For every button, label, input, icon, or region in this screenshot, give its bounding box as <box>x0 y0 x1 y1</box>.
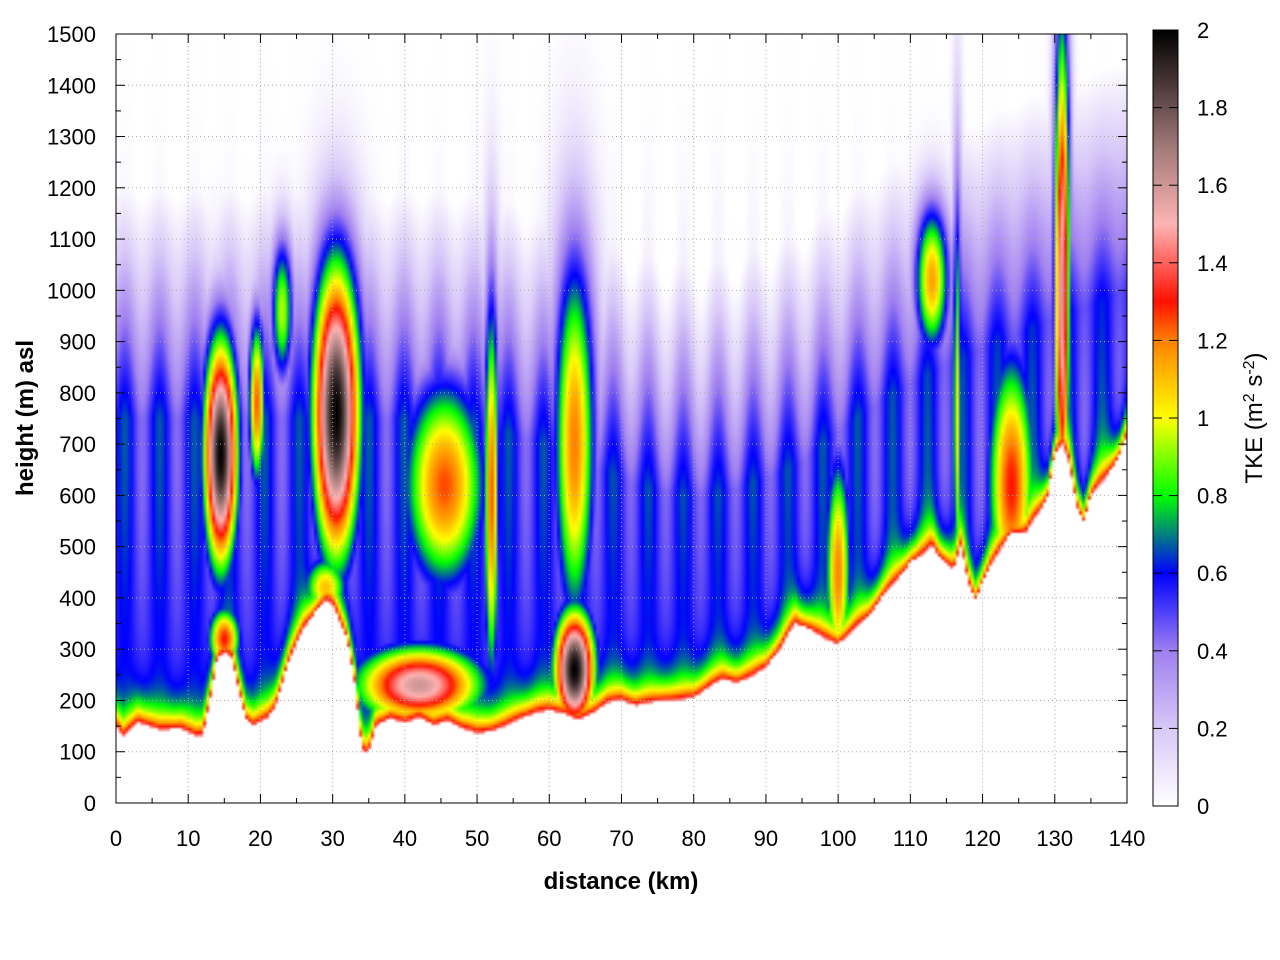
y-tick-label: 1000 <box>47 278 96 303</box>
y-tick-label: 700 <box>59 432 96 457</box>
colorbar-tick-label: 0 <box>1197 794 1209 819</box>
colorbar-tick-label: 0.6 <box>1197 561 1228 586</box>
colorbar-tick-label: 0.4 <box>1197 639 1228 664</box>
colorbar-tick-label: 2 <box>1197 18 1209 43</box>
y-tick-label: 0 <box>84 791 96 816</box>
x-tick-label: 60 <box>537 826 561 851</box>
y-tick-label: 900 <box>59 330 96 355</box>
colorbar-title-sup1: 2 <box>1241 393 1258 402</box>
y-axis-title: height (m) asl <box>12 340 39 496</box>
y-tick-label: 200 <box>59 688 96 713</box>
colorbar-tick-label: 1.4 <box>1197 251 1228 276</box>
y-tick-label: 1100 <box>49 227 96 252</box>
x-axis: 0 10 20 30 40 50 60 70 80 90 100 110 120 130 140 <box>110 34 1145 851</box>
y-tick-label: 600 <box>59 483 96 508</box>
y-tick-label: 1200 <box>47 176 96 201</box>
x-tick-label: 40 <box>393 826 417 851</box>
y-tick-label: 500 <box>59 535 96 560</box>
x-tick-label: 140 <box>1109 826 1146 851</box>
y-tick-label: 400 <box>59 586 96 611</box>
colorbar-ticks: 0 0.2 0.4 0.6 0.8 1 1.2 1.4 1.6 1.8 2 <box>1153 18 1228 819</box>
x-tick-label: 0 <box>110 826 122 851</box>
y-tick-label: 100 <box>59 740 96 765</box>
x-axis-title: distance (km) <box>544 868 699 895</box>
x-tick-label: 120 <box>964 826 1001 851</box>
colorbar-title-main: TKE (m <box>1241 402 1268 483</box>
y-tick-label: 1500 <box>47 22 96 47</box>
colorbar-title-mid: s <box>1241 375 1268 394</box>
colorbar: 00.20.40.60.811.21.41.61.82 TKE (m2 s-2) <box>1152 18 1269 819</box>
x-tick-label: 10 <box>176 826 200 851</box>
y-tick-label: 1400 <box>47 73 96 98</box>
colorbar-tick-label: 0.2 <box>1197 716 1228 741</box>
x-tick-label: 110 <box>893 826 928 851</box>
colorbar-tick-label: 0.8 <box>1197 484 1228 509</box>
colorbar-tick-label: 1.6 <box>1197 173 1228 198</box>
x-tick-label: 70 <box>609 826 633 851</box>
y-axis: 0 100 200 300 400 500 600 700 800 900 1000 1100 1200… <box>47 22 1127 816</box>
colorbar-tick-label: 1.2 <box>1197 328 1228 353</box>
x-tick-label: 80 <box>681 826 705 851</box>
colorbar-tick-label: 1.8 <box>1197 96 1228 121</box>
colorbar-tick-label: 1 <box>1197 406 1209 431</box>
y-tick-label: 1300 <box>47 125 96 150</box>
x-tick-label: 50 <box>465 826 489 851</box>
y-tick-label: 300 <box>59 637 96 662</box>
colorbar-title-end: ) <box>1241 352 1268 360</box>
grid <box>116 34 1127 803</box>
y-tick-label: 800 <box>59 381 96 406</box>
x-tick-label: 100 <box>820 826 857 851</box>
x-tick-label: 90 <box>754 826 778 851</box>
colorbar-title: TKE (m2 s-2) <box>1241 352 1269 483</box>
plot-area <box>116 34 1127 803</box>
x-tick-label: 20 <box>248 826 272 851</box>
x-tick-label: 130 <box>1036 826 1073 851</box>
x-tick-label: 30 <box>320 826 344 851</box>
colorbar-title-sup2: -2 <box>1241 360 1258 374</box>
